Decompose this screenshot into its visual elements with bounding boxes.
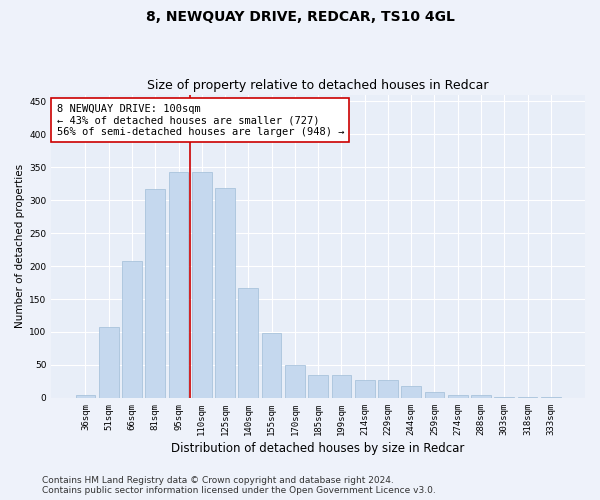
Bar <box>145 189 165 398</box>
Bar <box>378 380 398 398</box>
Bar <box>448 396 467 398</box>
Bar <box>169 172 188 398</box>
Bar <box>308 375 328 398</box>
Y-axis label: Number of detached properties: Number of detached properties <box>15 164 25 328</box>
Bar <box>76 394 95 398</box>
Bar <box>285 365 305 398</box>
Bar <box>122 261 142 398</box>
Bar <box>425 392 445 398</box>
Bar <box>238 288 258 398</box>
Bar <box>355 380 374 398</box>
X-axis label: Distribution of detached houses by size in Redcar: Distribution of detached houses by size … <box>172 442 465 455</box>
Bar <box>332 375 352 398</box>
Bar <box>262 332 281 398</box>
Bar <box>471 396 491 398</box>
Bar <box>401 386 421 398</box>
Text: 8 NEWQUAY DRIVE: 100sqm
← 43% of detached houses are smaller (727)
56% of semi-d: 8 NEWQUAY DRIVE: 100sqm ← 43% of detache… <box>56 104 344 137</box>
Text: Contains HM Land Registry data © Crown copyright and database right 2024.
Contai: Contains HM Land Registry data © Crown c… <box>42 476 436 495</box>
Bar <box>215 188 235 398</box>
Text: 8, NEWQUAY DRIVE, REDCAR, TS10 4GL: 8, NEWQUAY DRIVE, REDCAR, TS10 4GL <box>146 10 454 24</box>
Bar <box>99 328 119 398</box>
Title: Size of property relative to detached houses in Redcar: Size of property relative to detached ho… <box>148 79 489 92</box>
Bar <box>192 172 212 398</box>
